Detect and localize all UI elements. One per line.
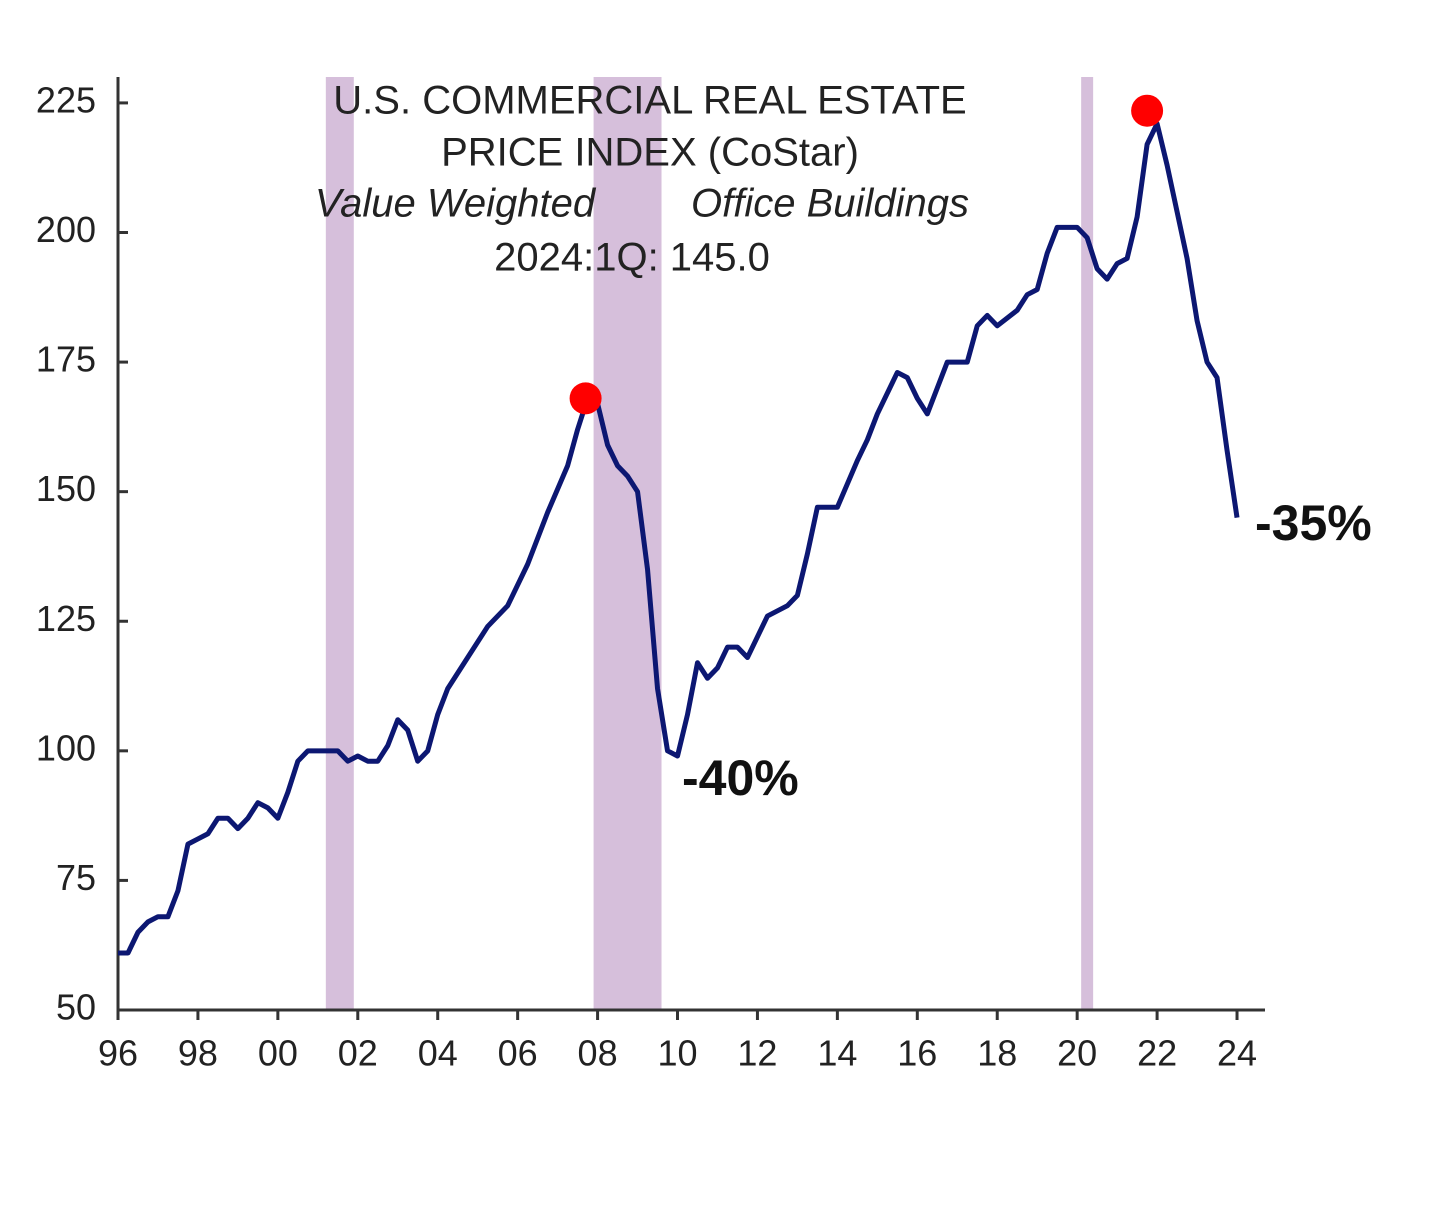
x-tick-label: 00 — [258, 1033, 298, 1074]
x-tick-label: 06 — [498, 1033, 538, 1074]
axes: 50 75 100 125 150 175 200 225 96 98 00 02 04 06 08 10 12… — [36, 77, 1265, 1074]
y-tick-label: 200 — [36, 209, 96, 250]
line — [118, 121, 1240, 956]
recession-band — [325, 77, 354, 1010]
chart-subtitle: Value Weighted — [315, 182, 597, 226]
chart-subtitle: Office Buildings — [691, 182, 969, 226]
x-tick-label: 20 — [1057, 1033, 1097, 1074]
x-tick-label: 04 — [418, 1033, 458, 1074]
chart-title: PRICE INDEX (CoStar) — [441, 131, 859, 175]
y-tick-label: 175 — [36, 339, 96, 380]
x-tick-label: 22 — [1137, 1033, 1177, 1074]
x-tick-label: 12 — [737, 1033, 777, 1074]
y-tick-label: 125 — [36, 598, 96, 639]
annotation: -35% — [1255, 495, 1372, 551]
x-tick-label: 18 — [977, 1033, 1017, 1074]
peak-marker — [1131, 94, 1164, 127]
x-tick-label: 14 — [817, 1033, 857, 1074]
recession-band — [593, 77, 662, 1010]
y-tick-label: 50 — [56, 987, 96, 1028]
x-tick-label: 10 — [657, 1033, 697, 1074]
x-tick-label: 98 — [178, 1033, 218, 1074]
recession-band — [1081, 77, 1094, 1010]
plot — [118, 94, 1240, 956]
y-tick-label: 75 — [56, 857, 96, 898]
annotation: -40% — [682, 750, 799, 806]
peak-marker — [569, 382, 602, 415]
y-tick-label: 225 — [36, 79, 96, 120]
chart-title: U.S. COMMERCIAL REAL ESTATE — [333, 79, 966, 123]
latest-value: 2024:1Q: 145.0 — [494, 236, 770, 280]
x-tick-label: 16 — [897, 1033, 937, 1074]
x-tick-label: 08 — [578, 1033, 618, 1074]
recession-bands — [325, 77, 1094, 1010]
x-tick-label: 02 — [338, 1033, 378, 1074]
x-tick-label: 24 — [1217, 1033, 1257, 1074]
x-tick-label: 96 — [98, 1033, 138, 1074]
y-tick-label: 100 — [36, 727, 96, 768]
y-tick-label: 150 — [36, 468, 96, 509]
